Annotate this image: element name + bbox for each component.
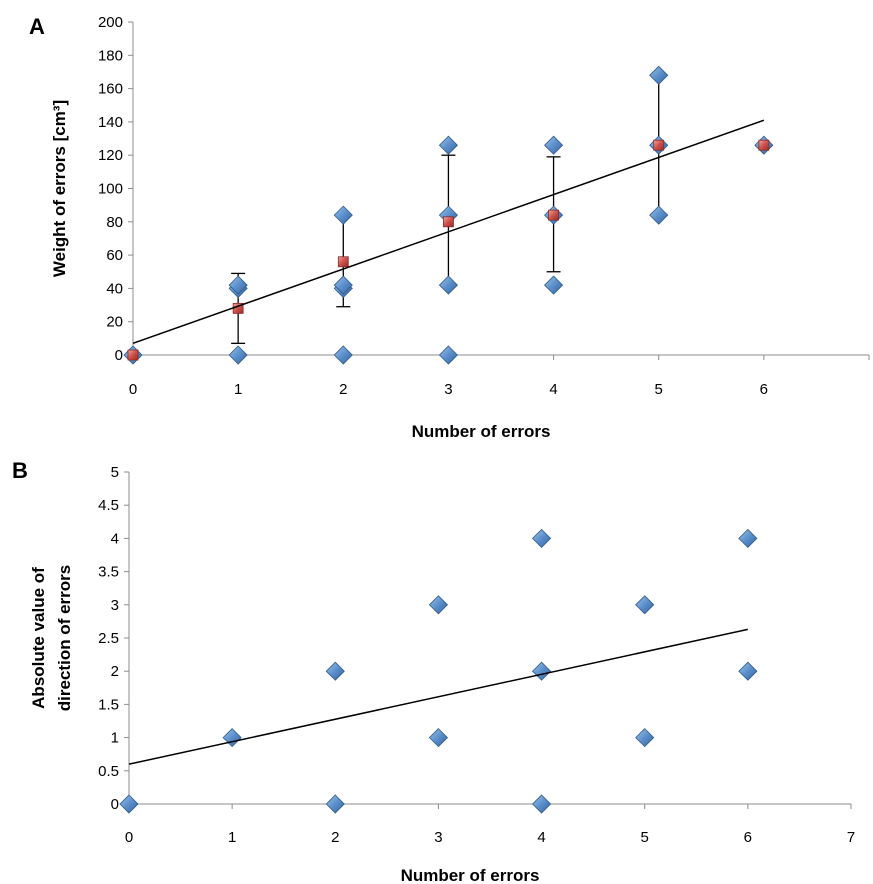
y-tick-label: 40 — [106, 280, 123, 297]
x-tick-label: 4 — [549, 381, 557, 398]
panel-b-chart: B 0 0.5 1 1.5 2 2.5 3 3.5 4 4.5 5 0 1 2 3 4 5 6 7 Number of … — [12, 458, 855, 884]
y-tick-label: 80 — [106, 214, 123, 231]
y-axis-title: Absolute value of — [29, 567, 48, 709]
data-point-diamond — [438, 275, 458, 295]
y-tick-label: 200 — [98, 14, 123, 31]
x-tick-label: 3 — [444, 381, 452, 398]
data-point-mean-square — [337, 256, 349, 268]
y-tick-label: 3.5 — [98, 564, 119, 581]
data-point-diamond — [532, 528, 552, 548]
y-tick-label: 120 — [98, 147, 123, 164]
data-point-diamond — [325, 661, 345, 681]
data-point-diamond — [544, 135, 564, 155]
trend-line — [128, 628, 749, 765]
y-tick-label: 1.5 — [98, 696, 119, 713]
data-point-diamond — [738, 661, 758, 681]
data-point-diamond — [228, 275, 248, 295]
x-tick-label: 6 — [760, 381, 768, 398]
x-tick-label: 2 — [339, 381, 347, 398]
data-point-diamond — [649, 65, 669, 85]
data-point-diamond — [325, 794, 345, 814]
panel-label: A — [29, 14, 45, 39]
y-tick-label: 4.5 — [98, 497, 119, 514]
x-tick-label: 2 — [331, 829, 339, 846]
data-point-diamond — [119, 794, 139, 814]
y-tick-label: 0 — [115, 347, 123, 364]
y-tick-label: 5 — [111, 464, 119, 481]
x-tick-label: 6 — [744, 829, 752, 846]
panel-label: B — [12, 458, 28, 483]
y-tick-label: 4 — [111, 530, 119, 547]
x-tick-label: 7 — [847, 829, 855, 846]
y-axis-title: Weight of errors [cm³] — [50, 100, 69, 277]
data-point-mean-square — [127, 349, 139, 361]
data-point-mean-square — [443, 216, 454, 228]
data-point-mean-square — [548, 209, 559, 221]
y-axis-title: direction of errors — [55, 565, 74, 711]
x-tick-label: 0 — [129, 381, 137, 398]
data-point-diamond — [438, 135, 458, 155]
y-tick-label: 3 — [111, 597, 119, 614]
y-tick-label: 2.5 — [98, 630, 119, 647]
data-point-diamond — [438, 345, 458, 365]
y-tick-label: 60 — [106, 247, 123, 264]
x-tick-label: 0 — [125, 829, 133, 846]
data-point-diamond — [635, 728, 655, 748]
y-tick-label: 20 — [106, 314, 123, 331]
data-point-diamond — [635, 595, 655, 615]
y-tick-label: 0 — [111, 796, 119, 813]
x-tick-label: 4 — [537, 829, 545, 846]
data-point-mean-square — [653, 139, 665, 151]
data-point-diamond — [228, 345, 248, 365]
x-tick-label: 5 — [641, 829, 649, 846]
data-point-diamond — [738, 528, 758, 548]
y-tick-label: 140 — [98, 114, 123, 131]
data-point-diamond — [428, 595, 448, 615]
panel-a-chart: A 0 20 40 60 80 100 120 140 160 180 200 0 1 2 3 4 5 6 Numbe… — [29, 14, 870, 441]
data-point-diamond — [222, 728, 242, 748]
x-tick-label: 3 — [434, 829, 442, 846]
data-point-diamond — [544, 275, 564, 295]
y-tick-label: 2 — [111, 663, 119, 680]
data-point-diamond — [333, 205, 353, 225]
data-point-diamond — [333, 275, 353, 295]
y-tick-label: 1 — [111, 730, 119, 747]
y-tick-label: 100 — [98, 181, 123, 198]
data-point-diamond — [649, 205, 669, 225]
x-tick-label: 5 — [655, 381, 663, 398]
y-tick-label: 0.5 — [98, 763, 119, 780]
x-tick-label: 1 — [228, 829, 236, 846]
data-point-diamond — [532, 661, 552, 681]
trend-line — [132, 119, 765, 345]
x-axis-title: Number of errors — [401, 866, 540, 884]
y-tick-label: 180 — [98, 47, 123, 64]
data-point-diamond — [532, 794, 552, 814]
data-point-diamond — [428, 728, 448, 748]
data-point-mean-square — [758, 139, 770, 151]
data-point-diamond — [333, 345, 353, 365]
x-tick-label: 1 — [234, 381, 242, 398]
x-axis-title: Number of errors — [412, 422, 551, 441]
y-tick-label: 160 — [98, 81, 123, 98]
